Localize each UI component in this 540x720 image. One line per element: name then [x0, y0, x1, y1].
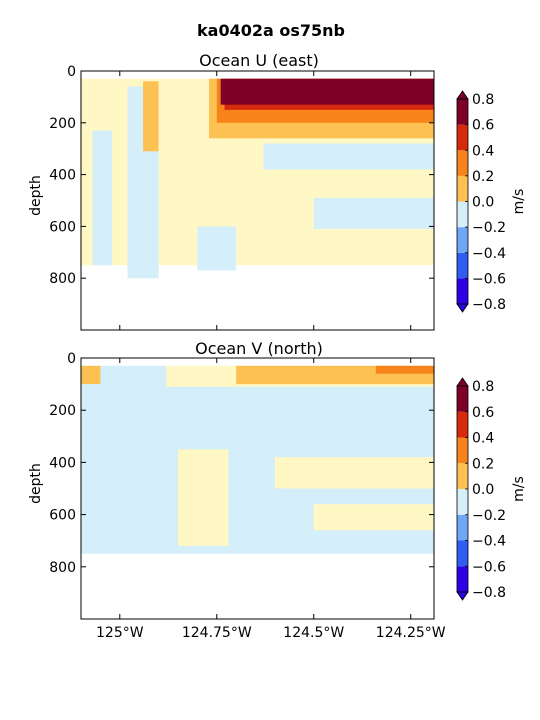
colorbar: −0.8 −0.6 −0.4 −0.2 0.0 0.2 0.4 0.6 0.8 m/s: [456, 90, 527, 313]
colorbar-tick-label: 0.6: [472, 405, 494, 421]
colorbar-segment: [457, 201, 468, 228]
contour-region: [81, 365, 101, 385]
colorbar-segment: [457, 150, 468, 176]
colorbar-extend-max: [456, 90, 469, 100]
contour-region: [197, 226, 237, 271]
contour-region: [313, 197, 434, 229]
x-tick-label: 124.25°W: [376, 625, 446, 641]
colorbar-tick-label: 0.4: [472, 431, 494, 447]
colorbar-tick-label: 0.8: [472, 379, 494, 395]
colorbar-tick-label: 0.8: [472, 92, 494, 108]
contour-region: [220, 78, 434, 105]
y-axis-label: depth: [28, 463, 44, 504]
contour-field: [81, 365, 434, 554]
colorbar-segment: [457, 566, 468, 592]
colorbar-tick-label: −0.6: [472, 559, 506, 575]
contour-region: [177, 449, 229, 546]
contour-region: [143, 81, 159, 152]
colorbar-tick-label: −0.4: [472, 246, 506, 262]
colorbar-segment: [457, 278, 468, 304]
colorbar-tick-label: −0.8: [472, 585, 506, 601]
colorbar-tick-label: −0.8: [472, 297, 506, 313]
contour-field: [81, 78, 434, 279]
colorbar-extend-min: [456, 591, 469, 601]
y-tick-label: 0: [67, 64, 76, 80]
y-tick-label: 200: [49, 403, 76, 419]
colorbar-label: m/s: [511, 189, 527, 215]
colorbar-extend-min: [456, 303, 469, 313]
contour-region: [263, 143, 434, 170]
colorbar-segment: [457, 540, 468, 567]
colorbar-segment: [457, 437, 468, 464]
y-tick-label: 200: [49, 116, 76, 132]
colorbar-tick-label: 0.4: [472, 143, 494, 159]
colorbar-extend-max: [456, 377, 469, 387]
colorbar-segment: [457, 411, 468, 438]
panel-0: Ocean U (east) 0 200 400 600 800 depth −0.8 −0.6…: [28, 51, 527, 331]
colorbar-tick-label: −0.2: [472, 220, 506, 236]
x-tick-label: 125°W: [96, 625, 144, 641]
y-tick-label: 800: [49, 271, 76, 287]
x-tick-label: 124.75°W: [182, 625, 252, 641]
colorbar: −0.8 −0.6 −0.4 −0.2 0.0 0.2 0.4 0.6 0.8 m/s: [456, 377, 527, 601]
contour-region: [92, 130, 113, 266]
colorbar-segment: [457, 252, 468, 279]
panel-title: Ocean V (north): [195, 339, 323, 358]
panel-1: Ocean V (north) 0 200 400 600 800 125°W 124.75°…: [28, 339, 527, 641]
y-tick-label: 0: [67, 351, 76, 367]
contour-region: [274, 457, 434, 489]
colorbar-segment: [457, 124, 468, 151]
contour-region: [375, 365, 434, 374]
panels: Ocean U (east) 0 200 400 600 800 depth −0.8 −0.6…: [28, 51, 527, 641]
colorbar-tick-label: 0.0: [472, 195, 494, 211]
plot-frame: [80, 357, 435, 620]
colorbar-segment: [457, 489, 468, 515]
colorbar-label: m/s: [511, 476, 527, 502]
y-tick-label: 400: [49, 455, 76, 471]
y-tick-label: 400: [49, 168, 76, 184]
figure-title: ka0402a os75nb: [197, 21, 345, 40]
panel-title: Ocean U (east): [199, 51, 319, 70]
x-tick-label: 124.5°W: [283, 625, 344, 641]
colorbar-segment: [457, 175, 468, 202]
colorbar-tick-label: 0.6: [472, 118, 494, 134]
colorbar-segment: [457, 99, 468, 125]
colorbar-segment: [457, 514, 468, 541]
colorbar-segment: [457, 463, 468, 489]
colorbar-segment: [457, 227, 468, 253]
colorbar-tick-label: 0.0: [472, 482, 494, 498]
y-tick-label: 600: [49, 508, 76, 524]
contour-region: [313, 504, 434, 531]
y-tick-label: 800: [49, 560, 76, 576]
colorbar-tick-label: −0.6: [472, 271, 506, 287]
colorbar-segment: [457, 386, 468, 412]
y-axis-label: depth: [28, 175, 44, 216]
plot-frame: [80, 70, 435, 331]
colorbar-tick-label: 0.2: [472, 456, 494, 472]
y-tick-label: 600: [49, 219, 76, 235]
colorbar-tick-label: 0.2: [472, 169, 494, 185]
colorbar-tick-label: −0.4: [472, 534, 506, 550]
colorbar-tick-label: −0.2: [472, 508, 506, 524]
